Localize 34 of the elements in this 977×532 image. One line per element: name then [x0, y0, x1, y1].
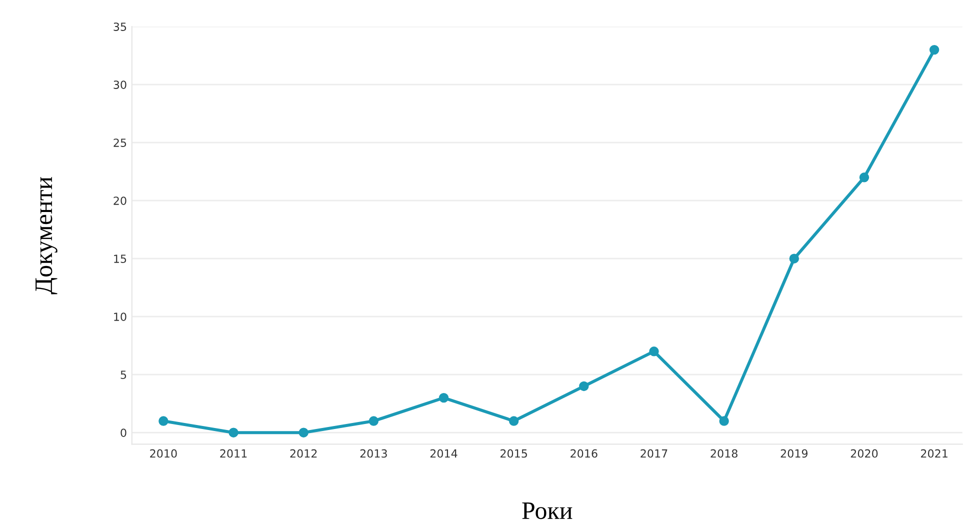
x-tick-label: 2015	[500, 449, 527, 458]
x-tick-label: 2012	[290, 449, 317, 458]
point	[789, 254, 800, 264]
x-tick-label: 2016	[570, 449, 598, 458]
y-axis-title: Документи	[36, 176, 58, 294]
x-tick-label: 2013	[360, 449, 387, 458]
point	[579, 381, 589, 392]
point	[859, 172, 870, 182]
x-tick-label: 2014	[430, 449, 458, 458]
point	[719, 416, 729, 426]
point	[158, 416, 168, 426]
x-tick-label: 2011	[220, 449, 247, 458]
x-tick-label: 2010	[150, 449, 177, 458]
y-tick-label: 5	[120, 370, 126, 379]
point	[438, 392, 449, 403]
y-tick-label: 25	[114, 138, 126, 147]
point	[298, 428, 308, 438]
y-tick-label: 35	[114, 22, 126, 31]
y-tick-label: 20	[114, 196, 126, 205]
point	[649, 346, 659, 356]
point	[368, 416, 379, 426]
point	[228, 428, 238, 438]
y-tick-label: 30	[114, 80, 126, 89]
y-tick-label: 10	[114, 312, 126, 321]
x-tick-label: 2019	[780, 449, 808, 458]
y-tick-label: 0	[120, 428, 126, 437]
y-tick-label: 15	[114, 254, 126, 263]
point	[508, 416, 519, 426]
x-tick-label: 2017	[640, 449, 668, 458]
point	[929, 44, 940, 55]
x-axis-title: Роки	[522, 502, 572, 520]
x-tick-label: 2021	[920, 449, 948, 458]
x-tick-label: 2018	[710, 449, 738, 458]
x-tick-label: 2020	[850, 449, 878, 458]
